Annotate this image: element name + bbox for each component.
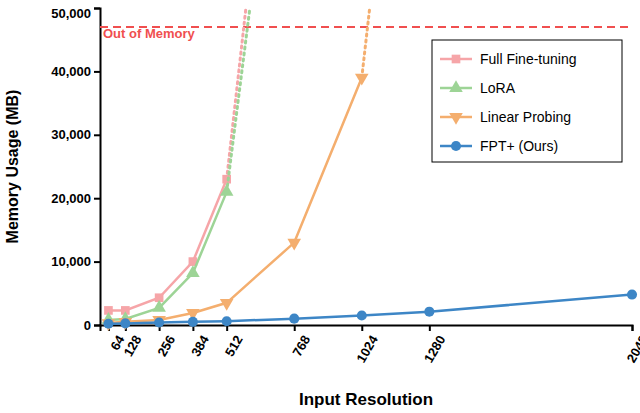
oom-projection	[227, 8, 250, 192]
series-marker	[186, 265, 200, 277]
x-tick-mark	[429, 325, 431, 331]
legend-marker	[451, 141, 461, 151]
x-tick-label: 1024	[353, 332, 381, 365]
legend-marker	[449, 80, 463, 92]
legend-marker	[449, 113, 463, 125]
legend-box	[432, 40, 622, 162]
y-tick-label: 10,000	[51, 254, 91, 269]
x-tick-label: 256	[154, 333, 178, 359]
series-marker	[102, 319, 116, 331]
x-tick: 1024	[353, 325, 381, 365]
series-marker	[424, 307, 434, 317]
x-tick: 512	[222, 325, 246, 359]
y-tick-mark	[94, 261, 100, 263]
x-axis-title: Input Resolution	[299, 390, 433, 409]
series-line	[108, 192, 226, 320]
y-tick-mark	[94, 8, 100, 10]
series-marker	[154, 317, 164, 327]
y-tick-mark	[94, 134, 100, 136]
legend-label: Full Fine-tuning	[480, 51, 577, 67]
legend-label: LoRA	[480, 80, 516, 96]
y-tick-mark	[94, 325, 100, 327]
y-tick-label: 0	[84, 318, 91, 333]
x-tick-label: 128	[121, 333, 145, 359]
series-line	[108, 78, 361, 323]
y-tick: 0	[84, 318, 100, 333]
legend: Full Fine-tuning LoRA Linear Probing FPT+ (…	[432, 40, 622, 162]
x-tick-label: 512	[222, 333, 246, 359]
x-tick-label: 2048	[624, 333, 640, 366]
series-marker	[120, 318, 130, 328]
series-line	[108, 295, 632, 324]
y-tick: 50,000	[51, 6, 100, 21]
series-marker	[119, 318, 133, 330]
series-marker	[220, 184, 234, 196]
x-axis-line	[101, 326, 633, 332]
x-tick-mark	[294, 325, 296, 331]
series-marker	[289, 314, 299, 324]
legend-label: Linear Probing	[480, 109, 571, 125]
y-tick-mark	[94, 71, 100, 73]
plot-area	[100, 8, 637, 331]
x-tick: 768	[289, 325, 313, 359]
y-tick-label: 30,000	[51, 127, 91, 142]
y-tick: 10,000	[51, 254, 100, 269]
x-tick: 2048	[624, 325, 640, 365]
chart: 64128256384512768102412802048010,00020,0…	[0, 0, 640, 413]
series-marker	[103, 319, 113, 329]
y-axis-title: Memory Usage (MB)	[4, 90, 21, 244]
y-tick-label: 20,000	[51, 191, 91, 206]
x-axis: 64128256384512768102412802048	[101, 325, 640, 365]
series-marker	[627, 290, 637, 300]
series-marker	[152, 300, 166, 312]
series-marker	[220, 299, 234, 311]
series-marker	[222, 316, 232, 326]
x-tick: 128	[121, 325, 145, 359]
series-marker	[152, 316, 166, 328]
x-tick-label: 384	[188, 332, 212, 359]
y-tick: 40,000	[51, 64, 100, 79]
series-line	[108, 179, 226, 310]
threshold-label: Out of Memory	[103, 26, 195, 41]
x-tick-label: 1280	[421, 333, 448, 366]
y-tick-label: 40,000	[51, 64, 91, 79]
oom-projection	[227, 8, 246, 179]
y-tick-mark	[94, 198, 100, 200]
x-tick: 1280	[421, 325, 448, 365]
y-axis-line	[94, 9, 101, 326]
y-tick: 30,000	[51, 127, 100, 142]
oom-projection	[362, 8, 370, 78]
x-tick: 384	[188, 325, 212, 359]
x-tick-mark	[632, 325, 634, 331]
legend-marker	[452, 55, 461, 64]
x-tick: 256	[154, 325, 178, 359]
y-tick: 20,000	[51, 191, 100, 206]
y-axis: 0 10,000 20,000 30,000 40,000 50,000	[51, 6, 100, 333]
legend-label: FPT+ (Ours)	[480, 138, 558, 154]
x-tick-mark	[361, 325, 363, 331]
x-tick-label: 768	[289, 333, 313, 359]
series-marker	[355, 74, 369, 86]
y-tick-label: 50,000	[51, 6, 91, 21]
series-marker	[188, 317, 198, 327]
series-marker	[287, 239, 301, 251]
series-marker	[357, 310, 367, 320]
